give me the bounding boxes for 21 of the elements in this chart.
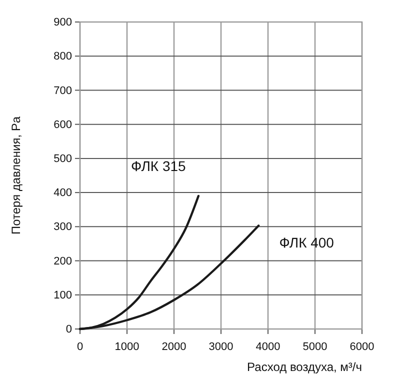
y-tick-label: 700 <box>54 84 72 97</box>
x-tick-label: 4000 <box>256 341 280 354</box>
x-tick-label: 6000 <box>350 341 374 354</box>
y-tick-label: 300 <box>54 221 72 234</box>
y-tick-label: 200 <box>54 255 72 268</box>
y-tick-label: 600 <box>54 118 72 131</box>
x-axis-title: Расход воздуха, м³/ч <box>247 360 362 374</box>
x-tick-label: 2000 <box>162 341 186 354</box>
y-tick-label: 500 <box>54 152 72 165</box>
x-tick-label: 3000 <box>208 341 234 354</box>
y-tick-label: 900 <box>54 16 72 29</box>
y-tick-label: 0 <box>66 324 72 336</box>
y-tick-label: 400 <box>54 187 72 200</box>
y-axis-title: Потеря давления, Pa <box>9 116 23 235</box>
x-tick-label: 0 <box>76 341 84 354</box>
y-tick-label: 800 <box>54 50 72 63</box>
x-tick-label: 5000 <box>302 341 328 354</box>
x-tick-label: 1000 <box>114 341 140 354</box>
series-label: ФЛК 315 <box>131 158 186 174</box>
series-label: ФЛК 400 <box>279 234 334 251</box>
y-tick-label: 100 <box>54 289 72 302</box>
